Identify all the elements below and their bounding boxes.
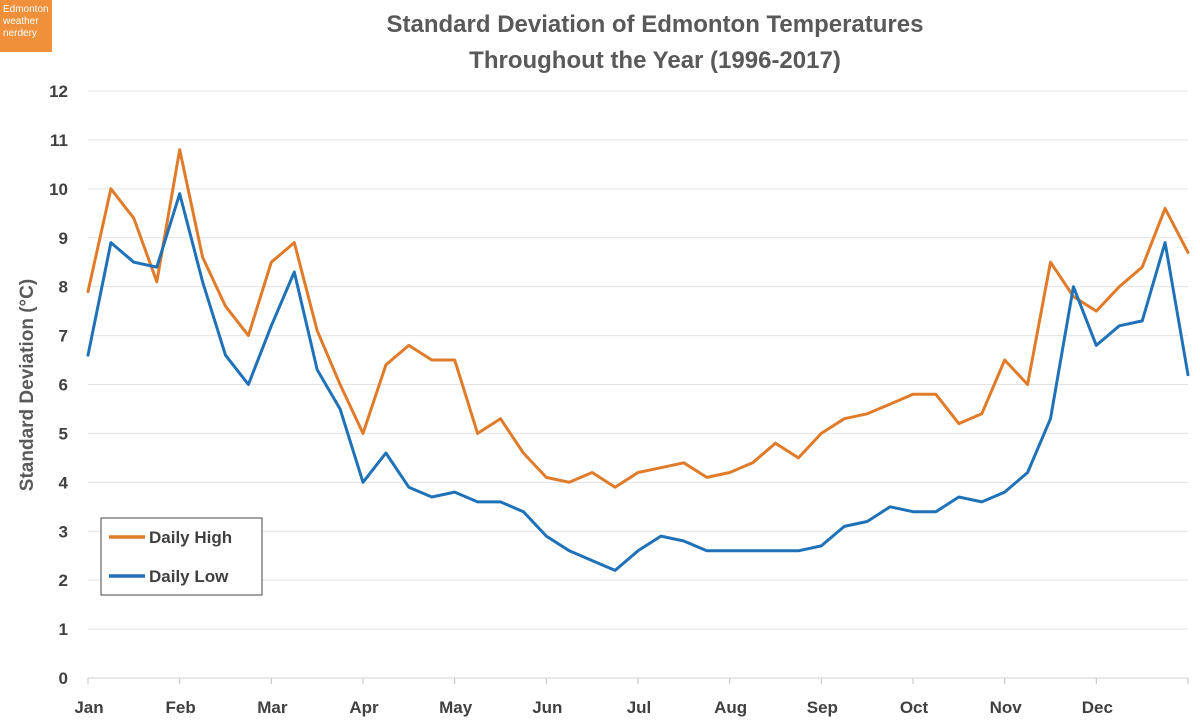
logo-line-2: weather — [3, 16, 39, 27]
gridlines — [88, 90, 1188, 630]
x-tick-label-aug: Aug — [714, 698, 747, 717]
legend-box — [100, 517, 263, 596]
y-tick-label: 5 — [59, 424, 68, 443]
x-tick-label-jun: Jun — [532, 698, 562, 717]
y-tick-label: 6 — [59, 376, 68, 395]
y-tick-label: 0 — [59, 669, 68, 688]
x-tick-label-oct: Oct — [900, 698, 929, 717]
edmonton-weather-nerdery-logo: Edmonton weather nerdery — [0, 0, 52, 52]
y-tick-label: 9 — [59, 229, 68, 248]
legend-label-high: Daily High — [149, 528, 232, 547]
daily-high-line — [86, 148, 1190, 489]
logo-line-3: nerdery — [3, 28, 37, 39]
series-lines — [86, 148, 1190, 572]
y-tick-label: 10 — [49, 180, 68, 199]
legend-label-low: Daily Low — [149, 567, 229, 586]
x-tick-label-apr: Apr — [349, 698, 379, 717]
logo-line-1: Edmonton — [3, 4, 49, 15]
x-tick-label-jul: Jul — [627, 698, 652, 717]
x-tick-label-nov: Nov — [990, 698, 1023, 717]
daily-low-line — [86, 192, 1190, 572]
y-tick-label: 11 — [50, 131, 68, 150]
chart-title-line-1: Standard Deviation of Edmonton Temperatu… — [387, 11, 924, 38]
y-tick-label: 12 — [49, 82, 68, 101]
y-tick-label: 7 — [59, 327, 68, 346]
y-tick-label: 3 — [59, 522, 68, 541]
x-tick-label-sep: Sep — [807, 698, 838, 717]
y-tick-label: 2 — [59, 571, 68, 590]
x-tick-label-may: May — [439, 698, 473, 717]
y-axis-label: Standard Deviation (°C) — [17, 279, 38, 491]
x-tick-label-feb: Feb — [166, 698, 196, 717]
x-axis-ticks: Jan Feb Mar Apr May Jun Jul Aug Sep Oct Nov Dec — [74, 678, 1189, 717]
x-tick-label-jan: Jan — [74, 698, 103, 717]
chart-title-line-2: Throughout the Year (1996-2017) — [469, 47, 841, 74]
x-tick-label-mar: Mar — [257, 698, 288, 717]
y-tick-label: 1 — [59, 620, 68, 639]
y-tick-label: 4 — [59, 473, 69, 492]
x-tick-label-dec: Dec — [1082, 698, 1113, 717]
y-tick-label: 8 — [59, 278, 68, 297]
legend: Daily High Daily Low — [100, 517, 263, 596]
